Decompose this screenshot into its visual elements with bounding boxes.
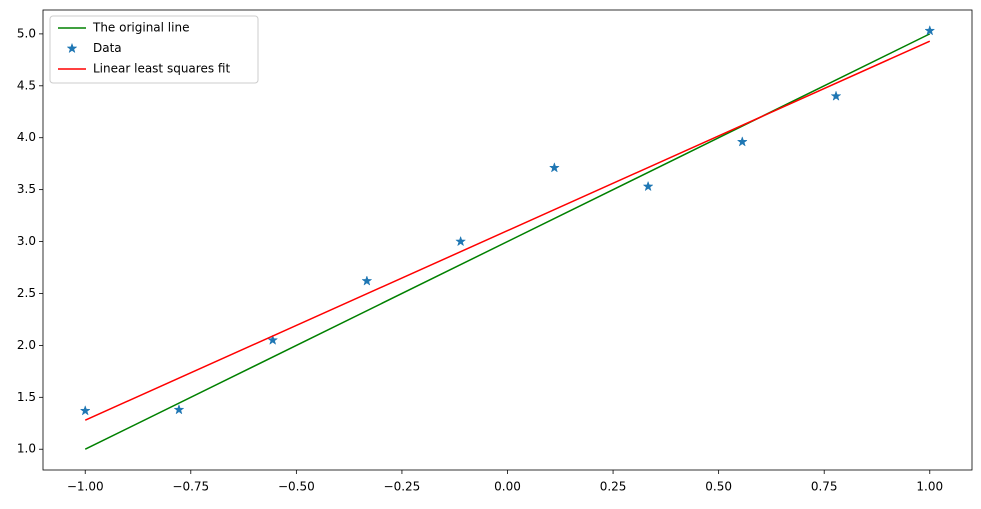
data-point <box>79 405 91 416</box>
data-point <box>455 235 467 247</box>
line <box>84 40 931 421</box>
legend-label: Linear least squares fit <box>93 62 230 76</box>
x-tick-label: −0.50 <box>278 480 315 494</box>
x-tick-label: 1.00 <box>916 480 943 494</box>
x-tick-label: −1.00 <box>67 480 104 494</box>
data-point <box>830 90 842 101</box>
data-point <box>736 136 748 147</box>
x-tick-label: 0.75 <box>811 480 838 494</box>
x-tick-label: 0.50 <box>705 480 732 494</box>
line <box>84 33 931 450</box>
x-tick-label: −0.25 <box>384 480 421 494</box>
y-tick-label: 2.5 <box>17 286 36 300</box>
y-tick-label: 2.0 <box>17 338 36 352</box>
y-tick-label: 3.0 <box>17 234 36 248</box>
data-point <box>548 162 560 173</box>
y-tick-label: 3.5 <box>17 182 36 196</box>
data-point <box>267 334 279 345</box>
x-tick-label: −0.75 <box>172 480 209 494</box>
legend-label: Data <box>93 41 122 55</box>
legend-label: The original line <box>92 21 189 35</box>
y-tick-label: 1.0 <box>17 442 36 456</box>
y-tick-label: 5.0 <box>17 26 36 40</box>
x-tick-label: 0.25 <box>600 480 627 494</box>
y-tick-label: 4.0 <box>17 130 36 144</box>
x-tick-label: 0.00 <box>494 480 521 494</box>
data-point <box>173 404 185 415</box>
legend-box <box>49 15 259 84</box>
data-point <box>642 180 654 192</box>
y-tick-label: 1.5 <box>17 390 36 404</box>
data-point <box>924 25 936 36</box>
legend-swatch <box>66 42 78 54</box>
y-tick-label: 4.5 <box>17 78 36 92</box>
data-point <box>361 275 373 286</box>
